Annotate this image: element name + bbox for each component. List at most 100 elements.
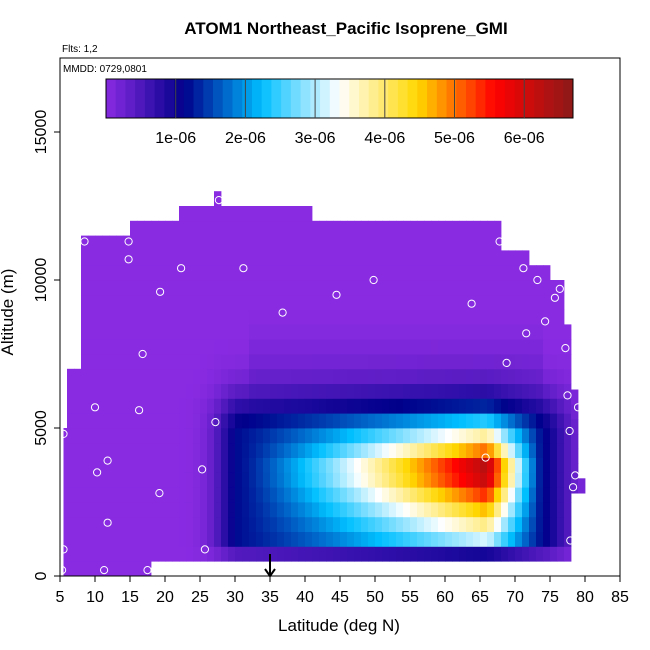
heatmap-cell [179, 265, 187, 281]
heatmap-cell [284, 516, 292, 532]
heatmap-cell [389, 235, 397, 251]
heatmap-cell [564, 383, 572, 399]
heatmap-cell [382, 383, 390, 399]
heatmap-cell [424, 398, 432, 414]
heatmap-cell [270, 516, 278, 532]
heatmap-cell [123, 442, 131, 458]
heatmap-cell [571, 404, 579, 420]
heatmap-cell [396, 502, 404, 518]
heatmap-cell [284, 398, 292, 414]
heatmap-cell [81, 235, 89, 251]
heatmap-cell [81, 531, 89, 547]
heatmap-cell [529, 516, 537, 532]
heatmap-cell [480, 309, 488, 325]
heatmap-cell [459, 472, 467, 488]
heatmap-cell [312, 413, 320, 429]
heatmap-cell [326, 250, 334, 266]
heatmap-cell [81, 546, 89, 562]
heatmap-cell [179, 457, 187, 473]
heatmap-cell [137, 472, 145, 488]
heatmap-cell [186, 354, 194, 370]
colorbar-segment [222, 79, 233, 118]
heatmap-cell [431, 250, 439, 266]
heatmap-cell [179, 428, 187, 444]
heatmap-cell [389, 531, 397, 547]
heatmap-cell [284, 235, 292, 251]
heatmap-cell [368, 546, 376, 562]
heatmap-cell [144, 531, 152, 547]
heatmap-cell [375, 235, 383, 251]
heatmap-cell [165, 457, 173, 473]
heatmap-cell [305, 428, 313, 444]
heatmap-cell [186, 457, 194, 473]
heatmap-cell [410, 531, 418, 547]
heatmap-cell [81, 398, 89, 414]
heatmap-cell [165, 354, 173, 370]
heatmap-cell [375, 309, 383, 325]
heatmap-cell [88, 294, 96, 310]
heatmap-cell [333, 428, 341, 444]
heatmap-cell [186, 516, 194, 532]
heatmap-cell [249, 487, 257, 503]
heatmap-cell [67, 383, 75, 399]
heatmap-cell [305, 309, 313, 325]
heatmap-cell [445, 546, 453, 562]
heatmap-cell [158, 294, 166, 310]
heatmap-cell [291, 324, 299, 340]
heatmap-cell [536, 457, 544, 473]
heatmap-cell [242, 339, 250, 355]
heatmap-cell [550, 516, 558, 532]
heatmap-cell [95, 502, 103, 518]
heatmap-cell [340, 487, 348, 503]
flight-point [58, 566, 67, 575]
heatmap-cell [214, 428, 222, 444]
heatmap-cell [494, 339, 502, 355]
heatmap-cell [221, 294, 229, 310]
heatmap-cell [165, 487, 173, 503]
flight-point [214, 196, 223, 205]
heatmap-cell [144, 516, 152, 532]
colorbar-segment [397, 79, 409, 118]
heatmap-cell [256, 472, 264, 488]
heatmap-cell [186, 235, 194, 251]
heatmap-cell [193, 516, 201, 532]
heatmap-cell [214, 294, 222, 310]
heatmap-cell [137, 487, 145, 503]
heatmap-cell [249, 502, 257, 518]
x-tick-label: 65 [471, 589, 489, 606]
heatmap-cell [263, 324, 271, 340]
heatmap-cell [130, 220, 138, 236]
heatmap-cell [431, 457, 439, 473]
heatmap-cell [214, 235, 222, 251]
heatmap-cell [305, 206, 313, 222]
heatmap-cell [81, 502, 89, 518]
heatmap-cell [396, 472, 404, 488]
heatmap-cell [214, 398, 222, 414]
heatmap-cell [508, 502, 516, 518]
heatmap-cell [473, 398, 481, 414]
heatmap-cell [277, 220, 285, 236]
heatmap-cell [186, 502, 194, 518]
heatmap-cell [466, 368, 474, 384]
heatmap-cell [354, 280, 362, 296]
heatmap-cell [536, 368, 544, 384]
heatmap-cell [291, 502, 299, 518]
heatmap-cell [529, 442, 537, 458]
heatmap-cell [291, 487, 299, 503]
heatmap-cell [137, 383, 145, 399]
heatmap-cell [326, 442, 334, 458]
heatmap-cell [249, 220, 257, 236]
heatmap-cell [214, 502, 222, 518]
heatmap-cell [382, 220, 390, 236]
heatmap-cell [305, 502, 313, 518]
flight-point [541, 317, 550, 326]
heatmap-cell [340, 442, 348, 458]
heatmap-cell [291, 428, 299, 444]
heatmap-cell [466, 502, 474, 518]
heatmap-cell [403, 309, 411, 325]
heatmap-cell [298, 383, 306, 399]
heatmap-cell [438, 294, 446, 310]
heatmap-cell [473, 250, 481, 266]
heatmap-cell [74, 546, 82, 562]
heatmap-cell [403, 294, 411, 310]
